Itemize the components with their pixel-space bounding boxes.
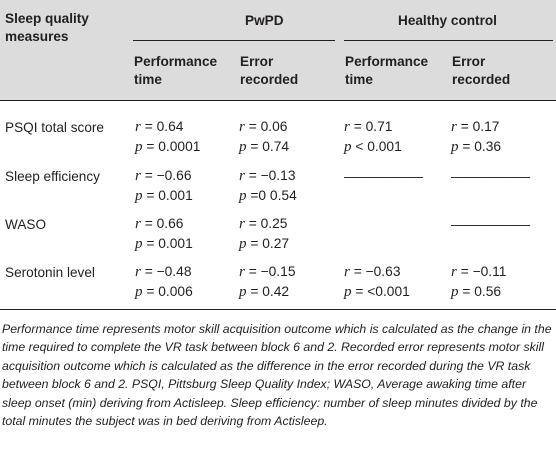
se-pwpd-err: r = −0.13 p =0 0.54 bbox=[239, 168, 297, 204]
psqi-pwpd-perf: r = 0.64 p = 0.0001 bbox=[135, 119, 201, 155]
p-value: = 0.56 bbox=[462, 284, 502, 299]
ser-hc-err: r = −0.11 p = 0.56 bbox=[451, 264, 507, 300]
r-value: = 0.17 bbox=[460, 119, 500, 134]
r-value: = −0.11 bbox=[460, 264, 507, 279]
se-hc-perf-dash: —————— bbox=[344, 169, 423, 184]
r-value: = −0.66 bbox=[144, 168, 192, 183]
se-hc-err-dash: —————— bbox=[451, 169, 530, 184]
r-value: = −0.48 bbox=[144, 264, 192, 279]
p-value: = 0.0001 bbox=[146, 139, 201, 154]
r-value: = 0.06 bbox=[248, 119, 288, 134]
row-label-waso: WASO bbox=[5, 217, 47, 232]
table-bottom-rule bbox=[0, 309, 556, 310]
psqi-hc-perf: r = 0.71 p < 0.001 bbox=[344, 119, 402, 155]
table-header-background bbox=[0, 0, 556, 101]
row-label-psqi: PSQI total score bbox=[5, 120, 104, 135]
p-value: = 0.36 bbox=[462, 139, 502, 154]
row-label-sleep-efficiency: Sleep efficiency bbox=[5, 169, 100, 184]
header-group-pwpd: PwPD bbox=[245, 13, 284, 28]
r-value: = −0.15 bbox=[248, 264, 296, 279]
p-value: = <0.001 bbox=[355, 284, 410, 299]
ser-pwpd-err: r = −0.15 p = 0.42 bbox=[239, 264, 296, 300]
se-pwpd-perf: r = −0.66 p = 0.001 bbox=[135, 168, 193, 204]
pwpd-group-rule bbox=[133, 40, 335, 41]
r-value: = 0.64 bbox=[144, 119, 184, 134]
p-value: = 0.74 bbox=[250, 139, 290, 154]
row-label-serotonin: Serotonin level bbox=[5, 265, 95, 280]
p-value: = 0.001 bbox=[146, 236, 193, 251]
p-value: = 0.001 bbox=[146, 188, 193, 203]
ser-hc-perf: r = −0.63 p = <0.001 bbox=[344, 264, 410, 300]
p-value: = 0.006 bbox=[146, 284, 193, 299]
p-value: = 0.27 bbox=[250, 236, 290, 251]
table-footnote: Performance time represents motor skill … bbox=[2, 322, 552, 429]
header-pwpd-error-recorded: Error recorded bbox=[240, 54, 299, 87]
r-value: = 0.71 bbox=[353, 119, 393, 134]
psqi-hc-err: r = 0.17 p = 0.36 bbox=[451, 119, 502, 155]
waso-hc-err-dash: —————— bbox=[451, 217, 530, 232]
p-value: = 0.42 bbox=[250, 284, 290, 299]
header-bottom-rule bbox=[0, 100, 556, 101]
r-value: = −0.13 bbox=[248, 168, 296, 183]
header-sleep-quality-measures: Sleep quality measures bbox=[5, 11, 89, 44]
header-hc-performance-time: Performance time bbox=[345, 54, 429, 87]
healthy-group-rule bbox=[344, 40, 553, 41]
r-value: = −0.63 bbox=[353, 264, 401, 279]
header-hc-error-recorded: Error recorded bbox=[452, 54, 511, 87]
p-value: =0 0.54 bbox=[250, 188, 297, 203]
r-value: = 0.66 bbox=[144, 216, 184, 231]
psqi-pwpd-err: r = 0.06 p = 0.74 bbox=[239, 119, 290, 155]
r-value: = 0.25 bbox=[248, 216, 288, 231]
header-pwpd-performance-time: Performance time bbox=[134, 54, 218, 87]
p-value: < 0.001 bbox=[355, 139, 402, 154]
header-group-healthy-control: Healthy control bbox=[398, 13, 497, 28]
waso-pwpd-perf: r = 0.66 p = 0.001 bbox=[135, 216, 193, 252]
waso-pwpd-err: r = 0.25 p = 0.27 bbox=[239, 216, 290, 252]
ser-pwpd-perf: r = −0.48 p = 0.006 bbox=[135, 264, 193, 300]
